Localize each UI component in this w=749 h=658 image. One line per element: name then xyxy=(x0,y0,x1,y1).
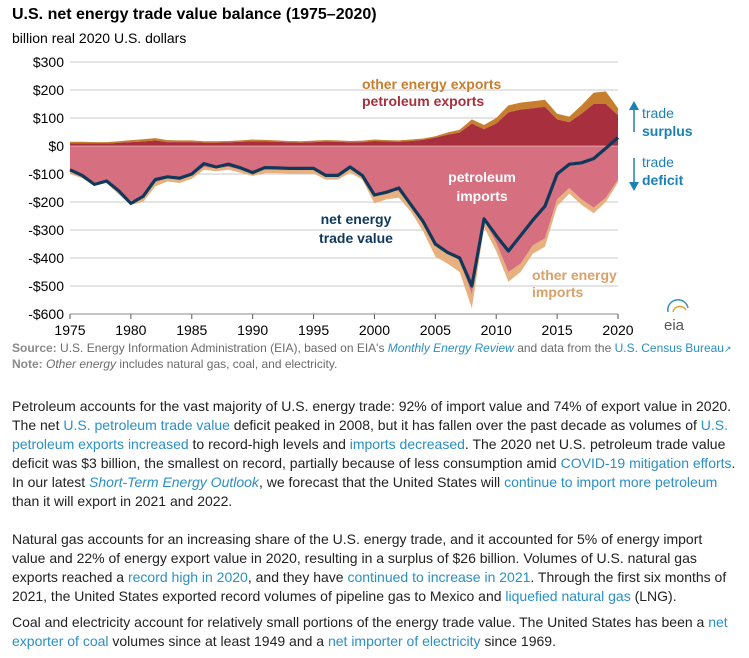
petroleum-trade-value-link[interactable]: U.S. petroleum trade value xyxy=(63,417,230,433)
trade-deficit-label: deficit xyxy=(642,172,684,188)
chart-areas xyxy=(69,91,620,309)
chart-axes: $300 $200 $100 $0 -$100 -$200 -$300 -$400 -$500 -… xyxy=(28,54,634,338)
p2-text-2: , and they have xyxy=(247,569,348,585)
p2-text-1: Natural gas accounts for an increasing s… xyxy=(12,531,703,585)
covid-mitigation-link[interactable]: COVID-19 mitigation efforts xyxy=(560,455,732,471)
steo-link[interactable]: Short-Term Energy Outlook xyxy=(89,474,259,490)
trade-surplus-label: trade xyxy=(642,105,674,121)
source-note: Source: U.S. Energy Information Administ… xyxy=(12,341,737,372)
p1-text-4: . The 2020 net U.S. petroleum trade valu… xyxy=(12,436,726,471)
x-tick-label: 1980 xyxy=(115,322,146,338)
petroleum-exports-link[interactable]: U.S. petroleum exports increased xyxy=(12,417,728,452)
y-tick-label: -$200 xyxy=(28,194,64,210)
net-energy-label: trade value xyxy=(319,230,393,246)
y-tick-label: $200 xyxy=(33,82,64,98)
p1-text-5: . In our latest xyxy=(12,455,736,490)
net-energy-label: net energy xyxy=(321,211,392,227)
x-tick-label: 2005 xyxy=(420,322,451,338)
import-petroleum-link[interactable]: continue to import more petroleum xyxy=(504,474,718,490)
other-energy-imports-label: imports xyxy=(532,284,584,300)
x-tick-label: 2010 xyxy=(481,322,512,338)
source-label: Source: xyxy=(12,341,57,355)
imports-decreased-link[interactable]: imports decreased xyxy=(349,436,465,452)
x-tick-label: 2020 xyxy=(602,322,633,338)
other-energy-exports-label: other energy exports xyxy=(362,76,501,92)
y-tick-label: -$100 xyxy=(28,166,64,182)
net-exporter-coal-link[interactable]: net exporter of coal xyxy=(12,614,728,649)
monthly-energy-review-link[interactable]: Monthly Energy Review xyxy=(387,341,514,355)
paragraph-coal-electricity: Coal and electricity account for relativ… xyxy=(12,613,737,651)
eia-logo-arc xyxy=(672,305,687,313)
petroleum-imports-area xyxy=(70,146,618,295)
p3-text-2: volumes since at least 1949 and a xyxy=(108,633,328,649)
census-bureau-link[interactable]: U.S. Census Bureau xyxy=(614,341,724,355)
net-energy-line xyxy=(69,136,620,288)
chart-title: U.S. net energy trade value balance (197… xyxy=(12,6,377,23)
chart-subtitle: billion real 2020 U.S. dollars xyxy=(12,30,187,46)
note-label: Note: xyxy=(12,357,43,371)
net-importer-electricity-link[interactable]: net importer of electricity xyxy=(327,633,481,649)
petroleum-imports-label: imports xyxy=(456,188,508,204)
y-tick-label: $0 xyxy=(48,138,64,154)
p2-text-3: . Through the first six months of 2021, … xyxy=(12,569,727,604)
p1-text-1: Petroleum accounts for the vast majority… xyxy=(12,398,732,433)
y-tick-label: -$600 xyxy=(28,306,64,322)
continued-increase-link[interactable]: continued to increase in 2021 xyxy=(347,569,531,585)
surplus-arrowhead xyxy=(629,101,639,110)
y-tick-label: $300 xyxy=(33,54,64,70)
x-tick-label: 1995 xyxy=(298,322,329,338)
p1-text-3: to record-high levels and xyxy=(188,436,350,452)
trade-deficit-label: trade xyxy=(642,154,674,170)
lng-link[interactable]: liquefied natural gas xyxy=(505,588,631,604)
record-high-link[interactable]: record high in 2020 xyxy=(127,569,248,585)
paragraph-natural-gas: Natural gas accounts for an increasing s… xyxy=(12,530,737,606)
x-tick-label: 2015 xyxy=(542,322,573,338)
note-text: includes natural gas, coal, and electric… xyxy=(116,357,338,371)
x-tick-label: 1975 xyxy=(54,322,85,338)
p2-text-4: (LNG). xyxy=(630,588,677,604)
eia-logo-arc xyxy=(667,299,689,313)
p1-text-7: than it will export in 2021 and 2022. xyxy=(12,493,233,509)
y-tick-label: -$300 xyxy=(28,222,64,238)
p3-text-1: Coal and electricity account for relativ… xyxy=(12,614,709,630)
y-tick-label: -$400 xyxy=(28,250,64,266)
p1-text-2: deficit peaked in 2008, but it has falle… xyxy=(229,417,701,433)
petroleum-exports-label: petroleum exports xyxy=(362,93,484,109)
source-text-2: and data from the xyxy=(513,341,615,355)
trade-surplus-label: surplus xyxy=(642,123,693,139)
energy-trade-chart: $300 $200 $100 $0 -$100 -$200 -$300 -$400 -$500 -… xyxy=(28,54,693,338)
x-tick-label: 1990 xyxy=(237,322,268,338)
petroleum-exports-area xyxy=(70,104,618,146)
paragraph-petroleum: Petroleum accounts for the vast majority… xyxy=(12,397,737,511)
y-tick-label: $100 xyxy=(33,110,64,126)
deficit-arrowhead xyxy=(629,182,639,191)
note-italic: Other energy xyxy=(46,357,117,371)
eia-logo: eia xyxy=(664,317,685,334)
petroleum-imports-label: petroleum xyxy=(448,169,516,185)
y-tick-label: -$500 xyxy=(28,278,64,294)
x-tick-label: 2000 xyxy=(359,322,390,338)
p3-text-3: since 1969. xyxy=(480,633,556,649)
other-energy-imports-label: other energy xyxy=(532,267,617,283)
external-link-icon: ↗ xyxy=(723,344,732,354)
p1-text-6: , we forecast that the United States wil… xyxy=(258,474,505,490)
source-text-1: U.S. Energy Information Administration (… xyxy=(56,341,388,355)
x-tick-label: 1985 xyxy=(176,322,207,338)
